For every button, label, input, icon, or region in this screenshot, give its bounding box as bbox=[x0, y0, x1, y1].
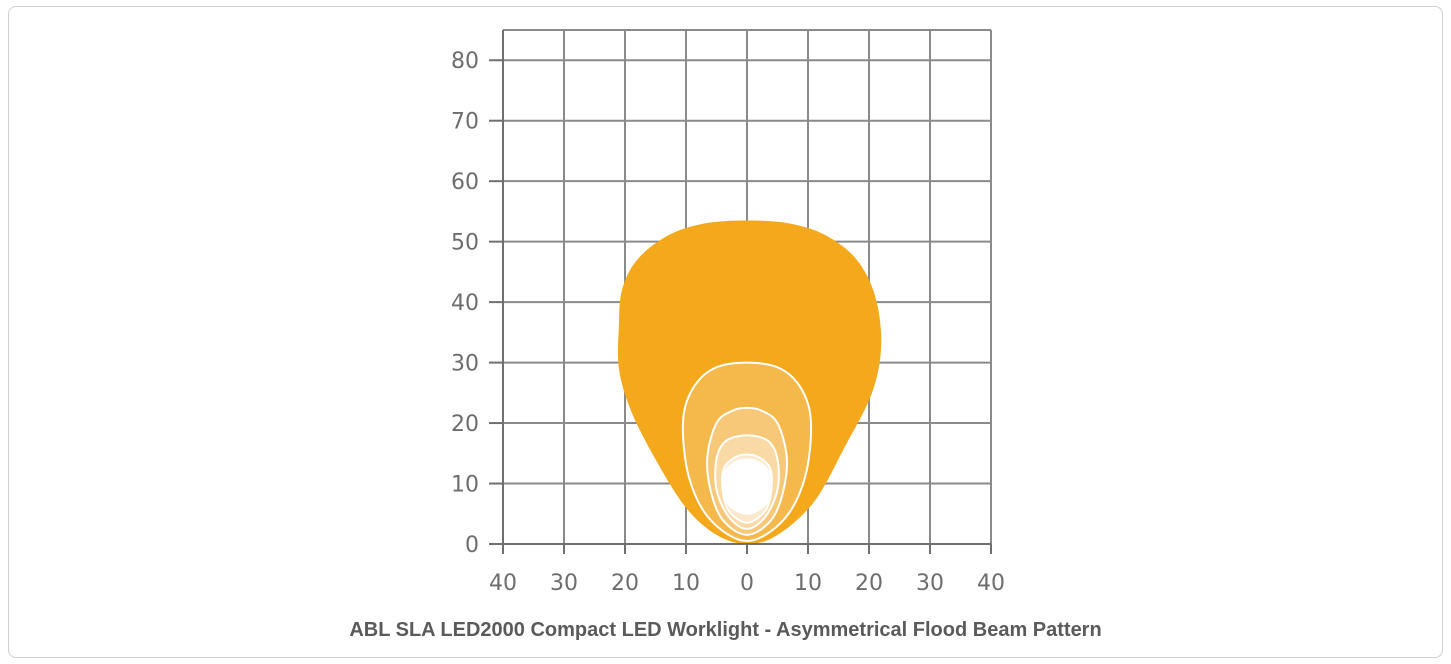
chart-caption: ABL SLA LED2000 Compact LED Worklight - … bbox=[349, 619, 1102, 641]
x-tick-label: 20 bbox=[611, 571, 639, 596]
y-tick-label: 30 bbox=[451, 352, 479, 377]
x-tick-label: 30 bbox=[550, 571, 578, 596]
x-tick-label: 20 bbox=[855, 571, 883, 596]
x-tick-label: 40 bbox=[489, 571, 517, 596]
tick-labels: 40 30 20 10 0 10 20 30 40 0 10 20 30 40 50 60 70 80 bbox=[451, 49, 1005, 596]
beam-contour-6 bbox=[721, 458, 773, 515]
y-tick-label: 80 bbox=[451, 49, 479, 74]
x-tick-label: 10 bbox=[672, 571, 700, 596]
axes bbox=[489, 30, 992, 554]
y-tick-label: 60 bbox=[451, 170, 479, 195]
x-tick-label: 10 bbox=[794, 571, 822, 596]
y-tick-label: 20 bbox=[451, 412, 479, 437]
x-tick-label: 40 bbox=[977, 571, 1005, 596]
y-tick-label: 0 bbox=[465, 533, 479, 558]
beam-areas bbox=[617, 220, 882, 544]
y-tick-label: 40 bbox=[451, 291, 479, 316]
y-tick-label: 10 bbox=[451, 473, 479, 498]
y-tick-label: 50 bbox=[451, 231, 479, 256]
x-tick-label: 30 bbox=[916, 571, 944, 596]
x-tick-label: 0 bbox=[740, 571, 754, 596]
y-tick-label: 70 bbox=[451, 110, 479, 135]
